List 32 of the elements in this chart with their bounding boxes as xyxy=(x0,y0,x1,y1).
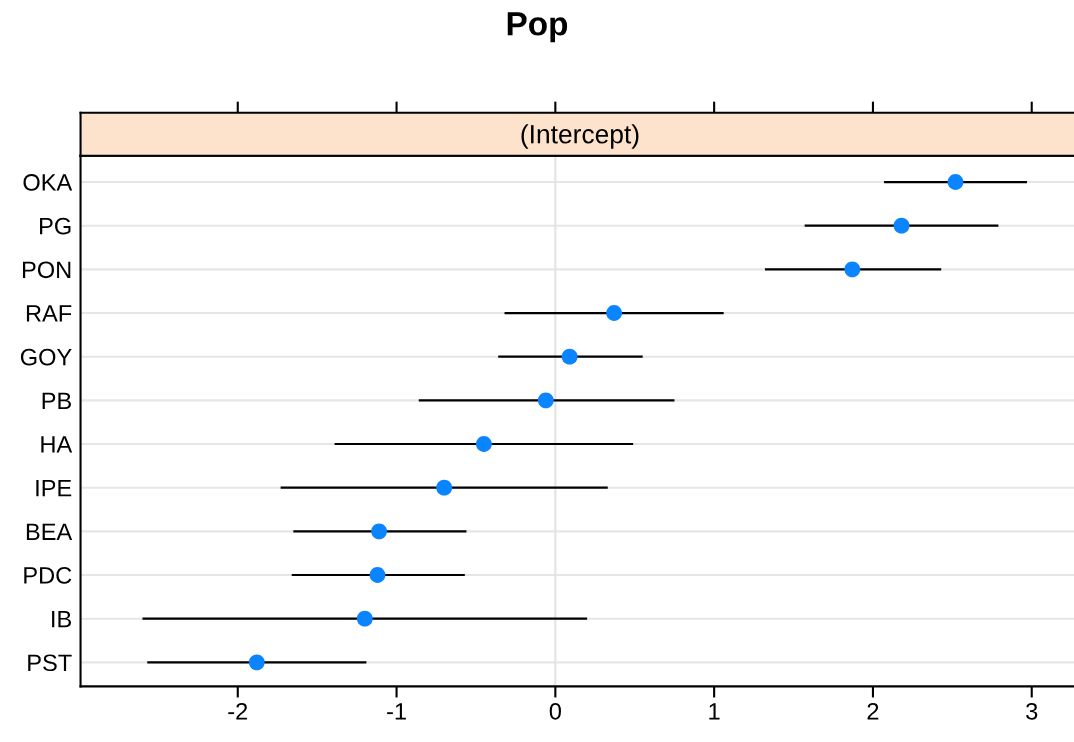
x-tick-label: 3 xyxy=(1026,702,1038,720)
point xyxy=(248,654,265,671)
x-tick-label: -1 xyxy=(387,703,406,720)
x-tick-label: 0 xyxy=(549,702,561,720)
y-tick-label: GOY xyxy=(20,348,72,366)
y-tick-label: PG xyxy=(40,217,71,235)
x-tick-label: 1 xyxy=(709,703,720,720)
y-tick-label: BEA xyxy=(26,523,73,540)
point xyxy=(947,174,964,190)
x-tick-label: 2 xyxy=(867,702,879,720)
point xyxy=(606,305,623,321)
y-tick-label: OKA xyxy=(23,174,73,191)
y-tick-label: IPE xyxy=(36,479,72,497)
y-tick-label: RAF xyxy=(26,305,72,322)
point xyxy=(844,261,861,278)
y-tick-label: PB xyxy=(42,392,71,409)
y-tick-label: HA xyxy=(41,436,73,453)
point xyxy=(537,392,554,409)
y-tick-label: PON xyxy=(22,261,71,279)
y-tick-label: PDC xyxy=(24,567,72,584)
point xyxy=(369,567,386,583)
chart-subtitle: (Intercept) xyxy=(521,124,639,149)
point xyxy=(436,479,453,496)
point xyxy=(371,523,387,540)
point xyxy=(356,610,373,627)
point xyxy=(561,348,578,365)
x-tick-label: -2 xyxy=(228,702,248,720)
y-tick-label: IB xyxy=(52,610,71,628)
point xyxy=(475,436,492,452)
chart-title: Pop xyxy=(507,12,568,43)
y-tick-label: PST xyxy=(28,654,72,672)
point xyxy=(893,217,910,234)
